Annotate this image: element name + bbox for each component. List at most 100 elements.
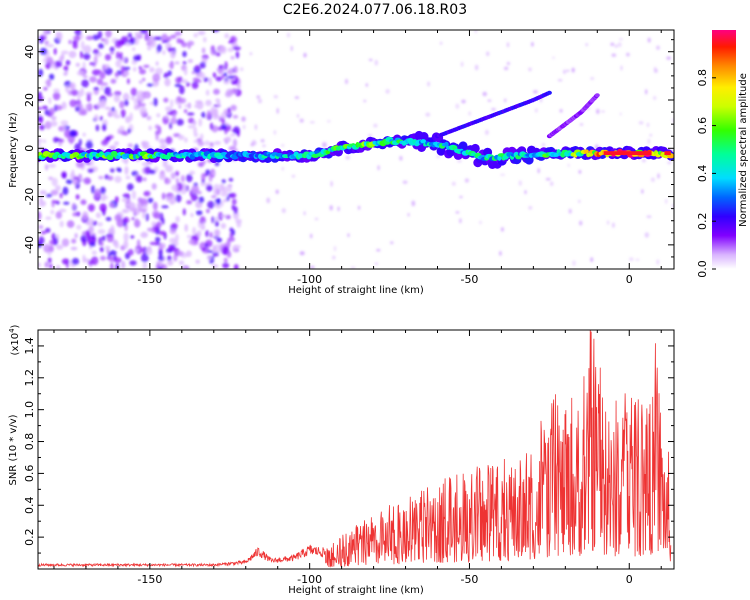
spectrogram-noise-blob bbox=[98, 43, 104, 49]
spectrogram-noise-blob bbox=[273, 130, 277, 135]
spectrogram-noise-blob bbox=[158, 242, 166, 249]
spectrogram-noise-blob bbox=[201, 247, 206, 252]
spectrogram-noise-blob bbox=[619, 112, 622, 116]
spectrogram-noise-blob bbox=[55, 105, 63, 111]
spectrogram-noise-blob bbox=[120, 130, 127, 136]
spectrogram-noise-blob bbox=[213, 141, 221, 145]
spectrogram-noise-blob bbox=[186, 112, 195, 116]
spectrogram-noise-blob bbox=[44, 261, 49, 268]
spectrogram-noise-blob bbox=[213, 88, 220, 95]
spectrogram-noise-blob bbox=[176, 38, 182, 44]
spectrogram-noise-blob bbox=[191, 193, 198, 202]
spectrogram-noise-blob bbox=[215, 188, 221, 196]
spectrogram-noise-blob bbox=[115, 263, 120, 269]
spectrogram-noise-blob bbox=[82, 61, 86, 70]
spectrogram-noise-blob bbox=[667, 161, 672, 164]
spectrogram-noise-blob bbox=[165, 164, 173, 173]
spectrogram-noise-blob bbox=[62, 186, 69, 196]
spectrogram-noise-blob bbox=[165, 136, 173, 145]
spectrogram-noise-blob bbox=[119, 100, 125, 109]
spectrogram-noise-blob bbox=[227, 75, 235, 79]
spectrogram-noise-blob bbox=[78, 138, 82, 146]
spectrogram-noise-blob bbox=[136, 239, 141, 249]
spectrogram-noise-blob bbox=[59, 192, 63, 199]
spectrogram-noise-blob bbox=[140, 30, 148, 34]
spectrogram-noise-blob bbox=[121, 198, 129, 202]
spectrogram-noise-blob bbox=[120, 109, 126, 118]
spectrogram-noise-blob bbox=[80, 87, 85, 97]
spectrogram-noise-blob bbox=[531, 42, 534, 47]
spectrogram-y-tick-label: -40 bbox=[23, 236, 36, 254]
spectrogram-noise-blob bbox=[134, 218, 139, 225]
colorbar-label: Normalized spectral amplitude bbox=[738, 73, 749, 227]
spectrogram-noise-blob bbox=[645, 89, 648, 95]
spectrogram-noise-blob bbox=[82, 132, 86, 137]
spectrogram-noise-blob bbox=[153, 36, 159, 41]
spectrogram-noise-blob bbox=[209, 142, 214, 148]
spectrogram-noise-blob bbox=[427, 81, 430, 87]
spectrogram-noise-blob bbox=[85, 140, 93, 150]
spectrogram-noise-blob bbox=[142, 262, 148, 269]
spectrogram-noise-blob bbox=[175, 216, 180, 223]
spectrogram-noise-blob bbox=[121, 260, 126, 269]
spectrogram-noise-blob bbox=[294, 96, 300, 99]
spectrogram-noise-blob bbox=[646, 122, 650, 128]
spectrogram-noise-blob bbox=[168, 61, 174, 69]
spectrogram-noise-blob bbox=[164, 78, 171, 87]
spectrogram-noise-blob bbox=[195, 79, 202, 83]
spectrogram-noise-blob bbox=[147, 197, 154, 204]
spectrogram-noise-blob bbox=[85, 104, 90, 109]
spectrogram-noise-blob bbox=[75, 106, 81, 112]
spectrogram-noise-blob bbox=[182, 61, 187, 65]
spectrogram-noise-blob bbox=[131, 190, 137, 200]
spectrogram-noise-blob bbox=[528, 67, 532, 72]
spectrogram-noise-blob bbox=[436, 155, 440, 159]
spectrogram-noise-blob bbox=[61, 50, 69, 55]
spectrogram-noise-blob bbox=[649, 134, 652, 137]
spectrogram-noise-blob bbox=[82, 211, 89, 220]
spectrogram-noise-blob bbox=[80, 235, 87, 243]
spectrogram-noise-blob bbox=[201, 173, 206, 181]
spectrogram-noise-blob bbox=[100, 85, 104, 91]
spectrogram-noise-blob bbox=[38, 200, 47, 207]
spectrogram-noise-blob bbox=[147, 227, 154, 232]
spectrogram-noise-blob bbox=[606, 220, 610, 225]
spectrogram-noise-blob bbox=[61, 171, 67, 179]
spectrogram-noise-blob bbox=[552, 56, 555, 59]
spectrogram-noise-blob bbox=[100, 38, 106, 42]
spectrogram-noise-blob bbox=[376, 249, 381, 252]
spectrogram-noise-blob bbox=[83, 52, 91, 61]
spectrogram-noise-blob bbox=[231, 198, 237, 205]
spectrogram-noise-blob bbox=[206, 255, 213, 261]
spectrogram-noise-blob bbox=[170, 117, 177, 125]
spectrogram-noise-blob bbox=[134, 248, 139, 253]
spectrogram-noise-blob bbox=[51, 177, 58, 187]
spectrogram-noise-blob bbox=[175, 194, 182, 203]
spectrogram-noise-blob bbox=[220, 201, 224, 207]
spectrogram-noise-blob bbox=[170, 99, 174, 108]
spectrogram-noise-blob bbox=[44, 109, 51, 116]
spectrogram-noise-blob bbox=[89, 241, 96, 247]
spectrogram-noise-blob bbox=[109, 250, 117, 256]
spectrogram-noise-blob bbox=[166, 255, 172, 261]
spectrogram-noise-blob bbox=[162, 50, 166, 55]
spectrogram-noise-blob bbox=[80, 40, 85, 50]
spectrogram-noise-blob bbox=[344, 78, 349, 85]
spectrogram-noise-blob bbox=[75, 62, 81, 67]
spectrogram-noise-blob bbox=[45, 227, 51, 233]
spectrogram-noise-blob bbox=[187, 43, 191, 49]
spectrogram-noise-blob bbox=[194, 103, 200, 109]
spectrogram-noise-blob bbox=[464, 178, 469, 183]
spectrogram-noise-blob bbox=[485, 129, 489, 135]
spectrogram-x-ticks: -150 -100 -50 0 bbox=[53, 30, 662, 286]
spectrogram-noise-blob bbox=[163, 72, 169, 79]
spectrogram-noise-blob bbox=[297, 114, 299, 118]
snr-y-tick-label: 0.2 bbox=[23, 528, 36, 546]
spectrogram-noise-blob bbox=[155, 61, 159, 66]
spectrogram-noise-blob bbox=[143, 64, 150, 68]
spectrogram-noise-blob bbox=[117, 168, 122, 173]
spectrogram-noise-blob bbox=[374, 262, 378, 265]
spectrogram-noise-blob bbox=[95, 124, 100, 132]
spectrogram-noise-blob bbox=[461, 61, 464, 67]
colorbar-tick-label: 0.0 bbox=[696, 260, 709, 278]
